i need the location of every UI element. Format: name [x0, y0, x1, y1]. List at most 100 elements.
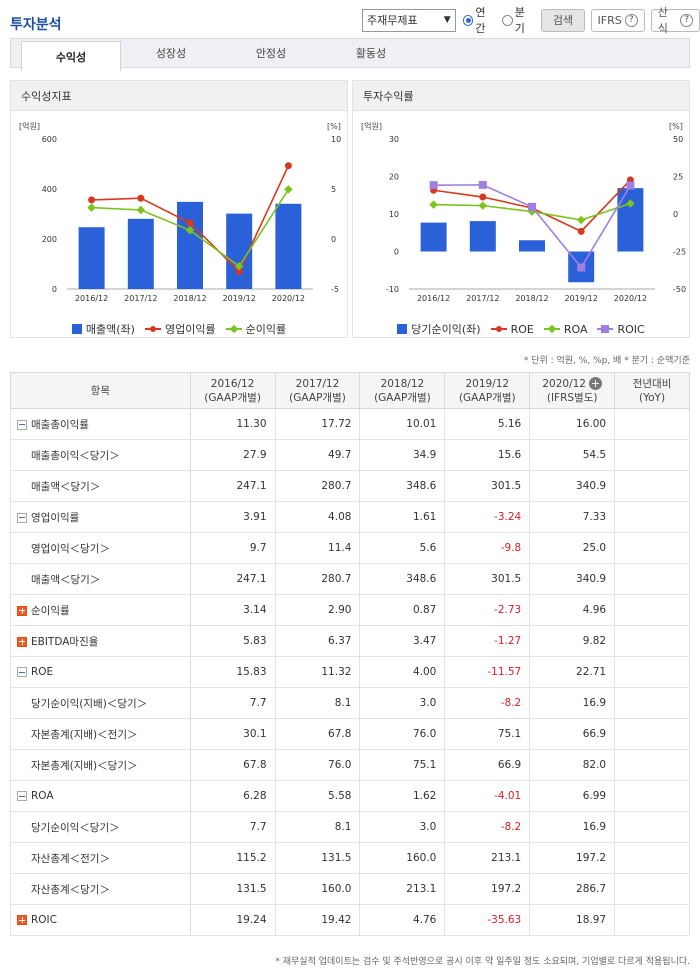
table-cell: 2.90: [274, 594, 361, 626]
tab-stability[interactable]: 안정성: [255, 47, 287, 60]
table-cell: 30.1: [189, 718, 276, 750]
page-title: 투자분석: [10, 17, 62, 33]
table-cell: 3.47: [359, 625, 446, 657]
row-label[interactable]: 영업이익률: [10, 501, 191, 533]
chevron-down-icon: ▼: [443, 15, 451, 25]
row-label[interactable]: ROE: [10, 656, 191, 688]
table-cell: 19.42: [274, 904, 361, 936]
table-cell: 4.00: [359, 656, 446, 688]
series-point: [576, 215, 586, 225]
legend-item[interactable]: ROA: [543, 322, 588, 336]
table-cell: -2.73: [444, 594, 531, 626]
formula-button[interactable]: 산식?: [650, 6, 700, 35]
collapse-icon[interactable]: [17, 419, 27, 430]
table-row: 매출총이익＜당기＞ 27.9 49.7 34.9 15.6 54.5: [10, 439, 690, 471]
legend-label: ROA: [563, 322, 588, 336]
tab-profitability[interactable]: 수익성: [21, 41, 121, 71]
series-point: [626, 181, 635, 190]
column-basis: (GAAP개별): [204, 391, 261, 404]
legend-item[interactable]: ROE: [490, 323, 534, 336]
ifrs-button[interactable]: IFRS?: [590, 8, 645, 32]
axis-unit-left: [억원]: [361, 121, 382, 131]
series-point: [136, 205, 146, 215]
collapse-icon[interactable]: [17, 791, 27, 801]
profitability-table: 항목 2016/12 (GAAP개별) 2017/12 (GAAP개별) 2018/…: [10, 372, 690, 936]
series-point: [429, 200, 438, 209]
chart-legend: 매출액(좌) 영업이익률 순이익률: [11, 321, 347, 337]
table-cell: 76.0: [359, 718, 446, 750]
row-label[interactable]: ROA: [10, 780, 191, 812]
tab-growth[interactable]: 성장성: [155, 47, 187, 60]
radio-annual-dot[interactable]: [462, 14, 474, 26]
table-cell: 66.9: [529, 718, 616, 750]
yoy-cell: [614, 501, 690, 533]
legend-item[interactable]: 매출액(좌): [71, 321, 135, 337]
y-tick-right: -5: [331, 285, 339, 294]
table-header-row: 항목 2016/12 (GAAP개별) 2017/12 (GAAP개별) 2018/…: [10, 372, 690, 409]
bar: [78, 227, 105, 289]
chart-legend: 당기순이익(좌) ROE ROA ROIC: [353, 321, 689, 337]
expand-icon[interactable]: [17, 915, 27, 925]
collapse-icon[interactable]: [17, 667, 27, 677]
series-point: [234, 262, 244, 271]
yoy-cell: [614, 439, 690, 471]
legend-item[interactable]: 순이익률: [225, 321, 286, 337]
radio-annual[interactable]: 연간: [462, 4, 495, 36]
yoy-cell: [614, 904, 690, 936]
legend-line-swatch: [144, 326, 161, 332]
tab-activity[interactable]: 활동성: [355, 47, 387, 60]
table-row: 영업이익률 3.91 4.08 1.61 -3.24 7.33: [10, 501, 690, 533]
table-cell: 82.0: [529, 749, 616, 781]
table-row: ROA 6.28 5.58 1.62 -4.01 6.99: [10, 780, 690, 812]
radio-quarter-dot[interactable]: [502, 14, 513, 26]
legend-item[interactable]: 영업이익률: [144, 321, 216, 337]
column-period: 2017/12: [295, 377, 340, 390]
row-label[interactable]: EBITDA마진율: [10, 625, 191, 657]
table-row: 자산총계＜전기＞ 115.2 131.5 160.0 213.1 197.2: [10, 842, 690, 874]
statement-select[interactable]: 주재무제표 ▼: [362, 8, 456, 32]
row-label[interactable]: ROIC: [10, 904, 191, 936]
series-point: [577, 227, 585, 235]
column-basis: (GAAP개별): [289, 391, 346, 404]
collapse-icon[interactable]: [17, 512, 27, 523]
table-cell: 8.1: [274, 811, 361, 843]
y-tick-left: 0: [394, 248, 399, 257]
table-cell: 197.2: [444, 873, 531, 905]
table-cell: 9.7: [189, 532, 276, 564]
table-cell: 22.71: [529, 656, 616, 688]
expand-icon[interactable]: [17, 636, 27, 647]
table-cell: 6.28: [189, 780, 276, 812]
y-tick-right: 5: [331, 185, 336, 194]
table-cell: 4.76: [359, 904, 446, 936]
row-label-text: 당기순이익(지배)＜당기＞: [31, 697, 148, 710]
x-tick-label: 2018/12: [173, 294, 206, 303]
series-point: [478, 180, 487, 189]
legend-item[interactable]: ROIC: [597, 323, 645, 336]
y-tick-left: -10: [386, 285, 399, 294]
table-cell: 131.5: [274, 842, 361, 874]
row-label-text: 자본총계(지배)＜전기＞: [31, 728, 138, 741]
table-row: 자본총계(지배)＜당기＞ 67.8 76.0 75.1 66.9 82.0: [10, 749, 690, 781]
yoy-cell: [614, 718, 690, 750]
row-label[interactable]: 매출총이익률: [10, 408, 191, 440]
row-label: 당기순이익＜당기＞: [10, 811, 191, 843]
table-cell: -8.2: [444, 811, 531, 843]
row-label-text: 매출총이익＜당기＞: [31, 449, 120, 462]
x-tick-label: 2019/12: [565, 294, 598, 303]
search-button[interactable]: 검색: [541, 8, 585, 32]
column-period: 2020/12: [542, 377, 586, 390]
legend-item[interactable]: 당기순이익(좌): [397, 321, 481, 337]
radio-quarter[interactable]: 분기: [502, 4, 534, 36]
yoy-cell: [614, 594, 690, 626]
row-label-text: ROA: [31, 790, 54, 802]
return-chart-panel: 투자수익률 [억원] [%] 30 20 10 0 -10 50 25 0 -25 -50 2016/1…: [352, 80, 690, 338]
expand-icon[interactable]: [17, 605, 27, 616]
table-cell: -9.8: [444, 532, 531, 564]
add-column-icon[interactable]: +: [588, 377, 602, 390]
series-line: [433, 184, 632, 269]
row-label[interactable]: 순이익률: [10, 594, 191, 626]
table-cell: 286.7: [529, 873, 616, 905]
profitability-chart-panel: 수익성지표 [억원] [%] 600 400 200 0 10 5 0 -5 2016/12 2017…: [10, 80, 348, 338]
table-cell: -3.24: [444, 501, 531, 533]
table-cell: 16.9: [529, 811, 616, 843]
